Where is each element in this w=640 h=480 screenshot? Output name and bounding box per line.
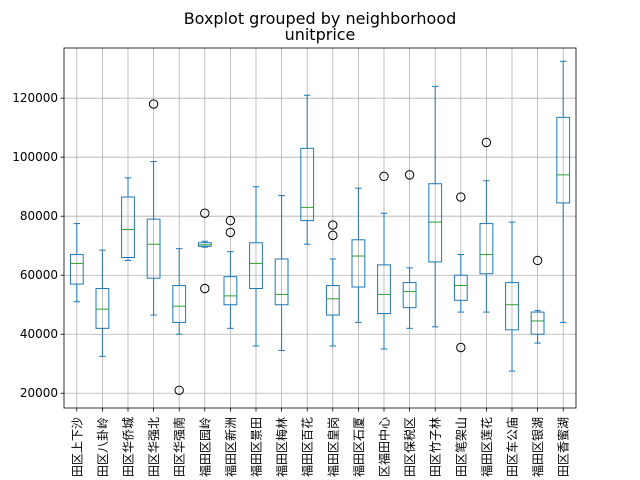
x-tick-label: 田区华强北 <box>147 417 161 477</box>
x-tick-label: 福田区梅林 <box>274 417 289 477</box>
chart-title: unitprice <box>285 25 356 44</box>
x-tick-label: 福田区莲花 <box>479 417 494 477</box>
box-body <box>223 276 238 306</box>
y-tick-label: 20000 <box>20 386 58 400</box>
box-group <box>69 60 571 395</box>
outlier-point <box>328 220 338 230</box>
x-tick-label: 福田区银湖 <box>530 417 545 477</box>
outlier-point <box>404 170 415 180</box>
outlier-point <box>532 255 543 266</box>
outlier-point <box>225 215 236 226</box>
box-body <box>402 282 417 309</box>
x-tick-label: 田区竹子林 <box>429 417 443 477</box>
box-body <box>146 218 161 279</box>
outlier-point <box>481 137 492 148</box>
x-tick-label: 区福田中心 <box>377 417 392 477</box>
x-tick-label: 福田区皇岗 <box>325 417 340 477</box>
x-tick-label: 福田区新洲 <box>223 417 238 477</box>
chart-suptitle: Boxplot grouped by neighborhood <box>184 9 457 28</box>
box-body <box>453 274 468 301</box>
box-body <box>556 116 571 204</box>
outlier-point <box>456 342 466 353</box>
box-body <box>121 196 135 259</box>
x-tick-label: 田区车公庙 <box>505 417 520 477</box>
grid-lines <box>64 48 576 408</box>
box-body <box>505 282 519 331</box>
x-tick-label: 福田区景田 <box>249 417 264 477</box>
plot-frame <box>63 47 577 409</box>
x-tick-label: 田区华强南 <box>172 417 187 477</box>
box-body <box>325 285 340 316</box>
outlier-point <box>225 227 236 238</box>
x-tick-label: 福田区园岭 <box>197 417 212 477</box>
y-tick-label: 100000 <box>12 150 58 164</box>
x-tick-label: 田区华侨城 <box>122 417 136 477</box>
x-tick-label: 田区保税区 <box>403 417 417 477</box>
box-body <box>351 239 366 288</box>
box-body <box>172 285 187 323</box>
outlier-point <box>379 171 389 182</box>
outlier-point <box>328 230 338 241</box>
x-tick-label: 福田区石厦 <box>351 417 366 477</box>
box-body <box>95 287 110 329</box>
box-body <box>530 311 545 335</box>
x-tick-label: 田区八卦岭 <box>96 417 110 477</box>
box-body <box>69 254 84 285</box>
y-tick-label: 60000 <box>20 268 58 282</box>
y-tick-label: 40000 <box>20 327 58 341</box>
box-body <box>274 258 289 306</box>
x-tick-label: 田区上下沙 <box>70 417 84 477</box>
outlier-point <box>200 208 210 218</box>
box-body <box>300 147 315 222</box>
box-body <box>377 264 391 315</box>
box-body <box>479 223 494 275</box>
x-tick-label: 福田区百花 <box>300 417 315 477</box>
box-body <box>249 242 263 289</box>
outlier-point <box>174 385 184 395</box>
axes: 20000 40000 60000 80000 100000 120000 田区上下沙 田区八… <box>12 91 571 477</box>
outlier-point <box>200 283 210 294</box>
x-tick-label: 田区笔架山 <box>453 417 468 477</box>
y-tick-label: 80000 <box>20 209 58 223</box>
box-body <box>428 183 443 263</box>
outlier-point <box>148 99 159 109</box>
outlier-point <box>456 192 466 202</box>
y-tick-label: 120000 <box>12 91 58 105</box>
x-tick-label: 田区香蜜湖 <box>556 417 571 477</box>
